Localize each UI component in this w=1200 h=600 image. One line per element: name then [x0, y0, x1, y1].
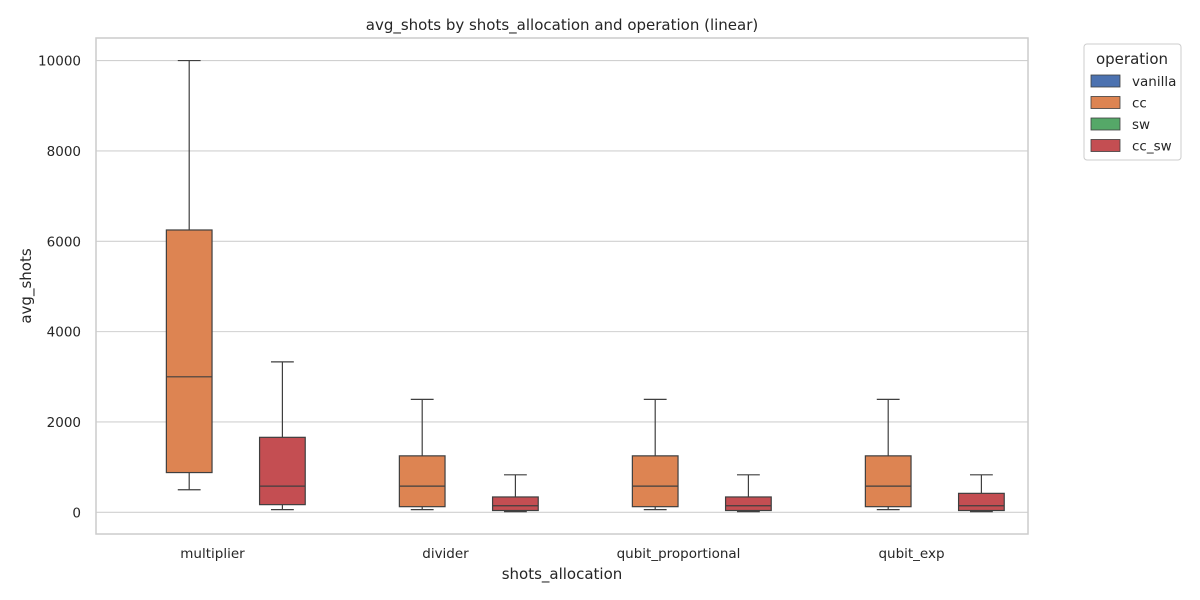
legend-swatch-vanilla — [1090, 74, 1121, 88]
x-tick-label: multiplier — [180, 546, 245, 562]
iqr-box — [957, 492, 1005, 512]
x-axis-label: shots_allocation — [502, 565, 623, 584]
iqr-box — [631, 455, 679, 508]
legend-swatch-sw — [1090, 117, 1121, 131]
legend-label-sw: sw — [1132, 117, 1150, 133]
legend-title: operation — [1096, 50, 1168, 68]
iqr-box — [258, 436, 306, 506]
y-tick-label: 10000 — [38, 54, 81, 70]
axes-frame — [95, 37, 1029, 535]
box-cc_sw-divider — [491, 474, 539, 513]
box-cc_sw-qubit_proportional — [724, 474, 772, 513]
gridlines — [96, 60, 1028, 513]
box-series — [165, 59, 1005, 513]
legend-swatch-cc — [1090, 96, 1121, 109]
legend-label-vanilla: vanilla — [1132, 74, 1176, 90]
legend-label-cc_sw: cc_sw — [1132, 139, 1172, 155]
iqr-box — [491, 496, 539, 512]
box-cc-qubit_exp — [864, 398, 912, 511]
y-axis-label: avg_shots — [17, 248, 36, 323]
iqr-box — [864, 455, 912, 508]
x-tick-label: divider — [422, 546, 469, 562]
iqr-box — [165, 229, 213, 474]
legend-frame — [1083, 43, 1182, 161]
box-cc_sw-qubit_exp — [957, 474, 1005, 513]
legend: operation vanilla cc sw cc_sw — [1083, 43, 1182, 161]
y-tick-label: 0 — [72, 505, 81, 521]
chart-title: avg_shots by shots_allocation and operat… — [366, 16, 758, 35]
box-cc_sw-multiplier — [258, 361, 306, 511]
x-tick-label: qubit_exp — [878, 546, 944, 562]
legend-swatch-cc_sw — [1090, 139, 1121, 152]
iqr-box — [398, 455, 446, 508]
box-cc-qubit_proportional — [631, 398, 679, 511]
box-cc-multiplier — [165, 59, 213, 491]
x-tick-label: qubit_proportional — [617, 546, 741, 562]
y-tick-label: 4000 — [47, 325, 81, 341]
box-cc-divider — [398, 398, 446, 511]
y-tick-label: 6000 — [47, 234, 81, 250]
y-tick-label: 2000 — [47, 415, 81, 431]
legend-label-cc: cc — [1132, 96, 1147, 112]
y-tick-labels: 0 2000 4000 6000 8000 10000 — [38, 54, 81, 522]
iqr-box — [724, 496, 772, 512]
y-tick-label: 8000 — [47, 144, 81, 160]
x-tick-labels: multiplier divider qubit_proportional qubit… — [180, 546, 944, 562]
